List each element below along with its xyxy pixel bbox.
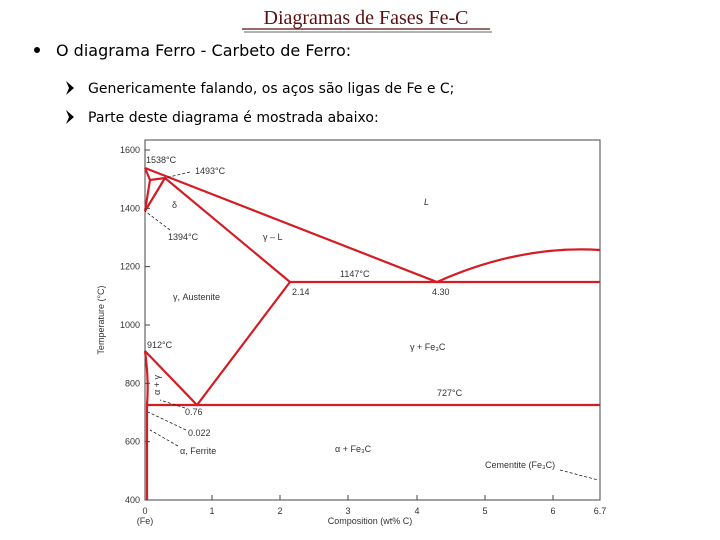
diagram-label: α + γ (152, 375, 162, 395)
delta-gamma-boundary (144, 177, 166, 212)
x-tick-label: 0 (142, 506, 147, 516)
y-tick-label: 1600 (120, 145, 140, 155)
diagram-label: L (424, 197, 429, 207)
x-tick-label: 6.7 (594, 506, 607, 516)
y-tick-label: 1000 (120, 320, 140, 330)
diagram-label: α, Ferrite (180, 446, 216, 456)
diagram-label: 912°C (147, 340, 173, 350)
bullet-text: O diagrama Ferro - Carbeto de Ferro: (56, 41, 351, 60)
diagram-label: 0.022 (188, 428, 211, 438)
y-tick-label: 1200 (120, 262, 140, 272)
sub-bullet-text: Parte deste diagrama é mostrada abaixo: (88, 110, 379, 126)
gamma-boundary (144, 281, 291, 407)
sub-bullet-text: Genericamente falando, os aços são ligas… (88, 81, 454, 97)
x-tick-label: 1 (209, 506, 214, 516)
diagram-label: 1538°C (146, 155, 177, 165)
diagram-label: 1394°C (168, 232, 199, 242)
x-tick-label: 2 (277, 506, 282, 516)
x-tick-label: 5 (482, 506, 487, 516)
diagram-label: γ – L (263, 232, 283, 242)
x-tick-label: 6 (550, 506, 555, 516)
leader-line (159, 399, 186, 409)
diagram-label: α + Fe₃C (335, 444, 372, 454)
leader-line (149, 429, 179, 447)
y-tick-label: 600 (125, 437, 140, 447)
y-tick-label: 800 (125, 378, 140, 388)
plot-frame (144, 139, 601, 501)
y-tick-label: 400 (125, 495, 140, 505)
diagram-label: 0.76 (185, 407, 203, 417)
leader-line (147, 411, 187, 431)
x-origin-label: (Fe) (137, 516, 154, 526)
diagram-label: γ + Fe₃C (410, 342, 446, 352)
diagram-label: 727°C (437, 388, 463, 398)
diagram-label: 2.14 (292, 287, 310, 297)
diagram-label: δ (172, 200, 177, 210)
x-axis-label: Composition (wt% C) (328, 516, 413, 526)
phase-diagram (143, 139, 601, 501)
bullet (34, 47, 40, 53)
y-axis-label: Temperature (°C) (96, 285, 106, 354)
leader-line (144, 210, 171, 231)
arrow-bullet (66, 110, 74, 124)
leader-line (164, 171, 191, 179)
arrow-bullet (66, 81, 74, 95)
liquidus-line (144, 166, 601, 284)
diagram-label: 1493°C (195, 166, 226, 176)
x-tick-label: 3 (345, 506, 350, 516)
diagram-label: Cementite (Fe₃C) (485, 460, 555, 470)
x-tick-label: 4 (414, 506, 419, 516)
alpha-solvus (143, 350, 149, 500)
leader-line (559, 469, 599, 481)
y-tick-label: 1400 (120, 203, 140, 213)
diagram-label: 4.30 (432, 287, 450, 297)
diagram-label: γ, Austenite (173, 292, 220, 302)
diagram-label: 1147°C (340, 269, 370, 279)
slide-title: Diagramas de Fases Fe-C (264, 7, 469, 29)
